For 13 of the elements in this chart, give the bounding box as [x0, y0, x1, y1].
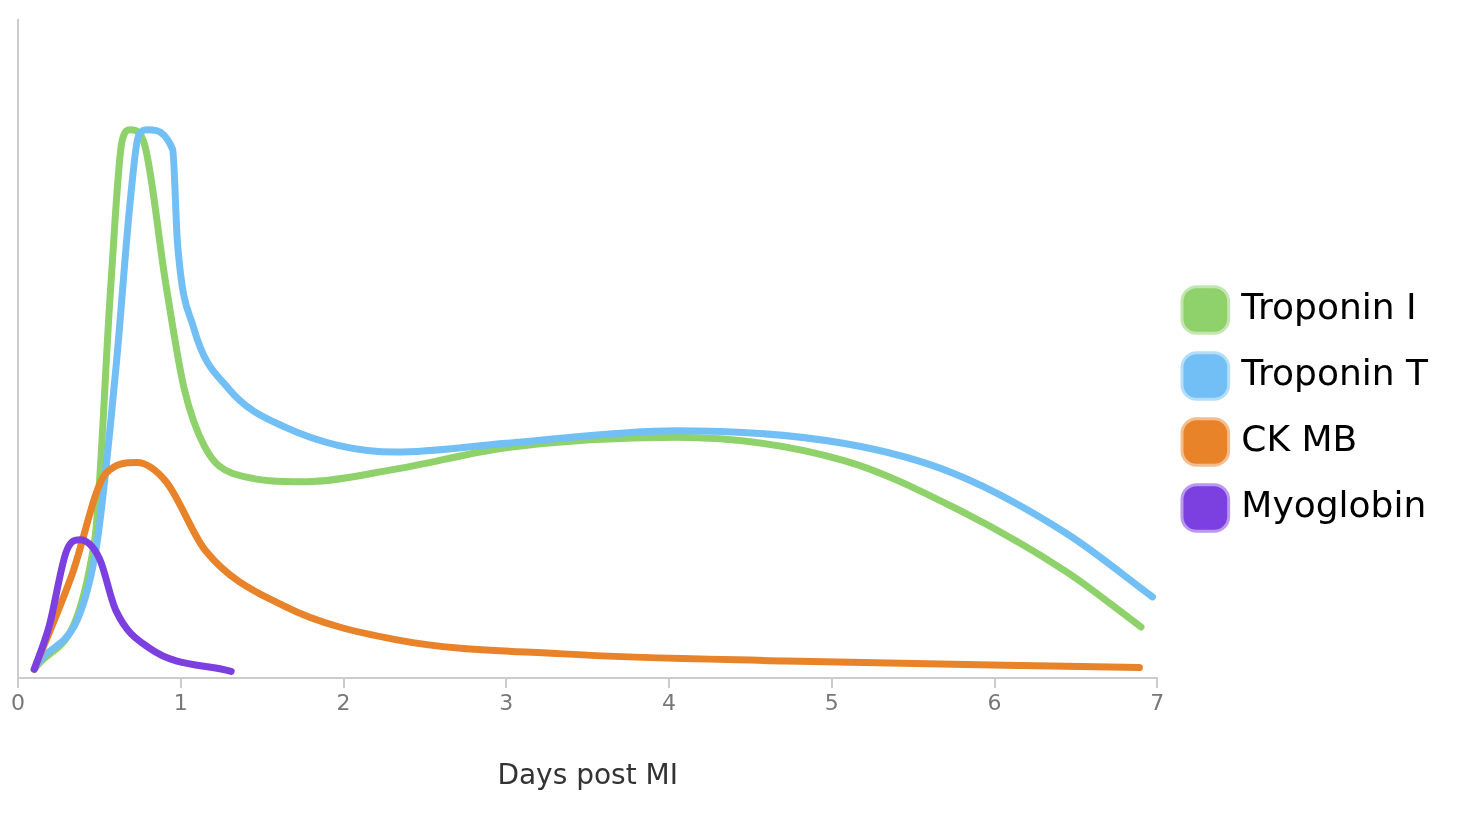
legend-label: CK MB	[1241, 418, 1358, 460]
legend-label: Troponin T	[1240, 352, 1430, 394]
x-tick-label: 5	[824, 689, 839, 715]
x-tick-label: 0	[11, 689, 25, 715]
x-axis-title: Days post MI	[497, 758, 678, 792]
x-tick-label: 1	[173, 689, 188, 715]
legend-label: Myoglobin	[1241, 484, 1427, 526]
legend-label: Troponin I	[1240, 286, 1417, 328]
x-tick-label: 4	[662, 689, 677, 715]
x-tick-label: 6	[987, 689, 1002, 715]
x-tick-label: 3	[499, 689, 514, 715]
x-tick-label: 2	[336, 689, 351, 715]
x-tick-label: 7	[1150, 689, 1165, 715]
